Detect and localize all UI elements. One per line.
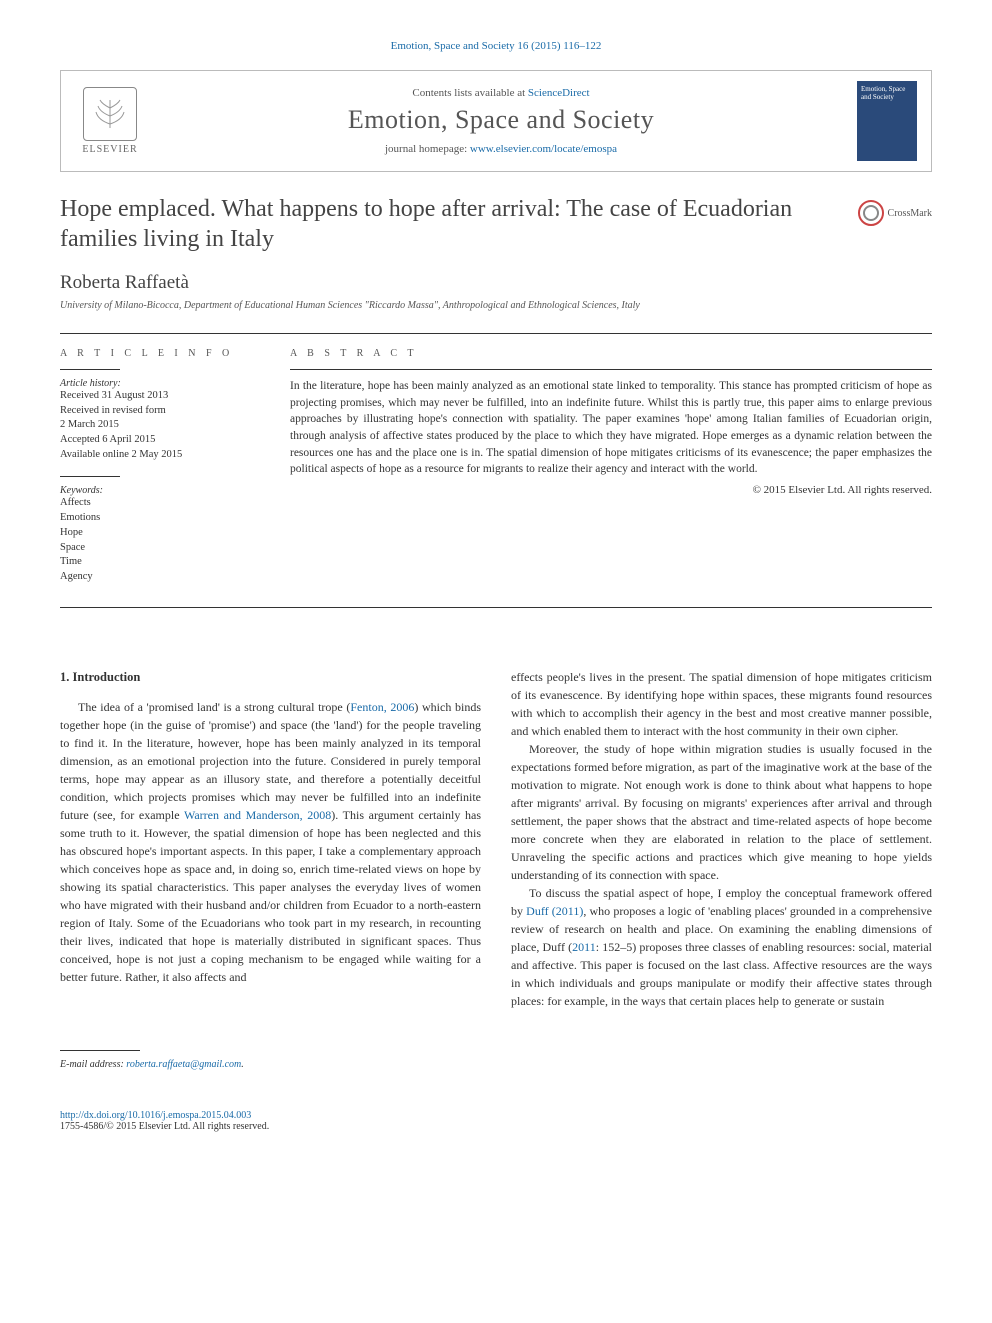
abstract-panel: A B S T R A C T In the literature, hope … <box>290 348 932 585</box>
col2-paragraph-2: Moreover, the study of hope within migra… <box>511 740 932 884</box>
elsevier-text: ELSEVIER <box>82 144 137 155</box>
article-title: Hope emplaced. What happens to hope afte… <box>60 194 838 254</box>
abstract-divider <box>290 369 932 370</box>
crossmark-label: CrossMark <box>888 208 932 219</box>
p1-text-b: ) which binds together hope (in the guis… <box>60 700 481 822</box>
footer: http://dx.doi.org/10.1016/j.emospa.2015.… <box>60 1110 932 1132</box>
keyword-affects: Affects <box>60 496 260 511</box>
info-divider-1 <box>60 369 120 370</box>
crossmark-badge[interactable]: CrossMark <box>858 200 932 226</box>
email-link[interactable]: roberta.raffaeta@gmail.com <box>126 1059 241 1070</box>
abstract-copyright: © 2015 Elsevier Ltd. All rights reserved… <box>290 484 932 496</box>
journal-name: Emotion, Space and Society <box>145 105 857 135</box>
email-line: E-mail address: roberta.raffaeta@gmail.c… <box>60 1059 932 1070</box>
keyword-emotions: Emotions <box>60 511 260 526</box>
crossmark-icon <box>858 200 884 226</box>
info-divider-2 <box>60 476 120 477</box>
cite-duff-2011[interactable]: Duff (2011) <box>526 904 583 918</box>
p1-text-c: ). This argument certainly has some trut… <box>60 808 481 984</box>
p1-text-a: The idea of a 'promised land' is a stron… <box>78 700 350 714</box>
body-columns: 1. Introduction The idea of a 'promised … <box>60 668 932 1010</box>
footnote-divider <box>60 1050 140 1051</box>
elsevier-tree-icon <box>83 87 137 141</box>
homepage-link[interactable]: www.elsevier.com/locate/emospa <box>470 143 617 155</box>
journal-cover-thumbnail: Emotion, Space and Society <box>857 81 917 161</box>
email-label: E-mail address: <box>60 1059 126 1070</box>
column-right: effects people's lives in the present. T… <box>511 668 932 1010</box>
history-revised-1: Received in revised form <box>60 404 260 419</box>
affiliation: University of Milano-Bicocca, Department… <box>60 300 932 311</box>
keyword-agency: Agency <box>60 570 260 585</box>
keywords-label: Keywords: <box>60 485 260 496</box>
sciencedirect-link[interactable]: ScienceDirect <box>528 87 590 99</box>
cite-duff-2011-p[interactable]: 2011 <box>572 940 596 954</box>
intro-paragraph-1: The idea of a 'promised land' is a stron… <box>60 698 481 986</box>
contents-available-line: Contents lists available at ScienceDirec… <box>145 87 857 99</box>
doi-link[interactable]: http://dx.doi.org/10.1016/j.emospa.2015.… <box>60 1110 251 1121</box>
cite-warren-manderson-2008[interactable]: Warren and Manderson, 2008 <box>184 808 331 822</box>
journal-homepage-line: journal homepage: www.elsevier.com/locat… <box>145 143 857 155</box>
history-label: Article history: <box>60 378 260 389</box>
contents-bar: ELSEVIER Contents lists available at Sci… <box>60 70 932 172</box>
article-info-panel: A R T I C L E I N F O Article history: R… <box>60 348 260 585</box>
col2-paragraph-1: effects people's lives in the present. T… <box>511 668 932 740</box>
header-citation: Emotion, Space and Society 16 (2015) 116… <box>60 40 932 52</box>
history-revised-2: 2 March 2015 <box>60 418 260 433</box>
history-received: Received 31 August 2013 <box>60 389 260 404</box>
cover-text: Emotion, Space and Society <box>861 85 913 101</box>
history-accepted: Accepted 6 April 2015 <box>60 433 260 448</box>
author-name: Roberta Raffaetà <box>60 272 932 294</box>
issn-copyright: 1755-4586/© 2015 Elsevier Ltd. All right… <box>60 1121 932 1132</box>
abstract-heading: A B S T R A C T <box>290 348 932 359</box>
keyword-time: Time <box>60 555 260 570</box>
elsevier-logo: ELSEVIER <box>75 82 145 160</box>
keyword-space: Space <box>60 541 260 556</box>
section-1-heading: 1. Introduction <box>60 668 481 687</box>
contents-prefix: Contents lists available at <box>412 87 527 99</box>
divider-bottom <box>60 607 932 608</box>
keyword-hope: Hope <box>60 526 260 541</box>
homepage-prefix: journal homepage: <box>385 143 470 155</box>
history-online: Available online 2 May 2015 <box>60 448 260 463</box>
cite-fenton-2006[interactable]: Fenton, 2006 <box>350 700 414 714</box>
article-info-heading: A R T I C L E I N F O <box>60 348 260 359</box>
abstract-text: In the literature, hope has been mainly … <box>290 378 932 478</box>
col2-paragraph-3: To discuss the spatial aspect of hope, I… <box>511 884 932 1010</box>
column-left: 1. Introduction The idea of a 'promised … <box>60 668 481 1010</box>
